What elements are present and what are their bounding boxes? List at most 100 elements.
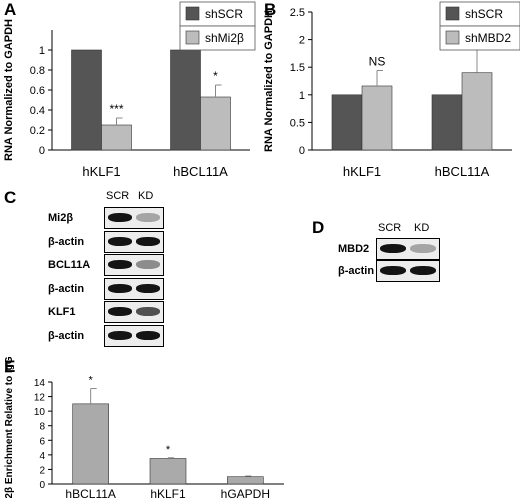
blot-row-label: β-actin [338, 265, 375, 277]
protein-band [108, 213, 132, 222]
legend-label: shSCR [465, 7, 503, 21]
blot-row: MBD2 [338, 238, 440, 260]
protein-band [136, 260, 160, 269]
y-axis-label: RNA Normalized to GAPDH [263, 10, 275, 152]
blot-row-label: BCL11A [48, 259, 91, 271]
bar [361, 85, 393, 151]
bar [72, 403, 109, 485]
significance-label: * [89, 375, 94, 387]
blot-row-label: KLF1 [48, 306, 76, 318]
protein-band [410, 244, 436, 253]
y-tick-label: 4 [39, 451, 45, 462]
legend-label: shMBD2 [465, 31, 511, 45]
panel-label-a: A [4, 0, 17, 19]
y-tick-label: 2 [39, 465, 45, 476]
protein-band [136, 213, 160, 222]
blot-strip [376, 238, 440, 260]
y-tick-label: 0.5 [290, 117, 305, 129]
lane-header: KD [138, 190, 154, 202]
blot-row: BCL11A [48, 254, 164, 276]
chart-rna-mbd2: 0 0.5 1 1.5 2 2.5 RNA Normalized to GAPDH NS hKL… [263, 1, 520, 179]
protein-band [108, 330, 132, 340]
y-tick-label: 2 [299, 35, 305, 47]
legend-swatch [445, 30, 460, 45]
y-axis-label: RNA Normalized to GAPDH [3, 19, 15, 161]
significance-label: NS [369, 55, 386, 69]
bar [461, 72, 493, 151]
blot-row-label: Mi2β [48, 212, 74, 224]
legend-label: shSCR [205, 7, 243, 21]
chart-chip-enrichment: 0 2 4 6 8 10 12 14 Mi2β Enrichment Relative to I… [4, 356, 284, 498]
legend-swatch [185, 30, 200, 45]
panel-label-e: E [4, 357, 16, 376]
y-tick-label: 2.5 [290, 7, 305, 19]
significance-label: * [213, 69, 218, 83]
y-tick-label: 0 [299, 145, 305, 157]
blot-row-label: MBD2 [338, 243, 370, 255]
blot-row: KLF1 [48, 301, 164, 323]
protein-band [380, 244, 406, 253]
y-tick-label: 1 [39, 45, 45, 57]
protein-band [108, 236, 132, 246]
protein-band [380, 266, 406, 275]
lane-header: SCR [106, 190, 130, 202]
blot-strip [104, 254, 164, 276]
protein-band [136, 283, 160, 293]
blot-row-label: β-actin [48, 329, 85, 342]
bar [149, 458, 187, 485]
bar [71, 49, 102, 151]
x-category-label: hBCL11A [65, 487, 115, 498]
y-tick-label: 12 [34, 393, 46, 404]
blot-row: β-actin [48, 324, 164, 347]
panel-label-c: C [4, 188, 17, 207]
y-tick-label: 0.8 [30, 65, 45, 77]
y-tick-label: 0.4 [30, 105, 45, 117]
x-category-label: hKLF1 [150, 487, 186, 498]
y-tick-label: 6 [39, 436, 45, 447]
x-category-label: hBCL11A [173, 164, 228, 179]
blot-row-label: β-actin [48, 235, 85, 248]
lane-header: KD [414, 222, 430, 234]
protein-band [136, 236, 160, 246]
panel-label-d: D [312, 218, 325, 237]
blot-strip [104, 277, 164, 300]
blot-row: Mi2β [48, 207, 164, 229]
x-category-label: hGAPDH [221, 487, 270, 498]
panel-label-b: B [264, 0, 277, 19]
protein-band [108, 283, 132, 293]
legend-swatch [185, 6, 200, 21]
blot-strip [104, 207, 164, 229]
protein-band [410, 266, 436, 275]
y-tick-label: 1 [299, 90, 305, 102]
y-tick-label: 10 [34, 407, 46, 418]
y-tick-label: 0.6 [30, 85, 45, 97]
blot-row: β-actin [48, 277, 164, 300]
bar [170, 49, 201, 151]
y-tick-label: 0.2 [30, 125, 45, 137]
bar [101, 124, 132, 151]
y-tick-label: 1.5 [290, 62, 305, 74]
x-category-label: hKLF1 [343, 164, 381, 179]
y-tick-label: 0 [39, 480, 45, 491]
protein-band [108, 307, 132, 316]
x-category-label: hBCL11A [435, 164, 490, 179]
legend-entry-box [439, 25, 520, 51]
blot-row: β-actin [48, 230, 164, 253]
protein-band [136, 307, 160, 316]
legend-label: shMi2β [205, 31, 244, 45]
bar [331, 94, 363, 151]
protein-band [136, 330, 160, 340]
blot-row: β-actin [338, 260, 440, 282]
y-tick-label: 8 [39, 422, 45, 433]
bar [227, 476, 264, 485]
y-tick-label: 14 [34, 378, 46, 389]
lane-header: SCR [378, 222, 402, 234]
significance-label: * [166, 444, 171, 456]
bar [200, 96, 231, 151]
protein-band [108, 260, 132, 269]
blot-strip [104, 230, 164, 253]
significance-label: *** [109, 102, 123, 116]
x-category-label: hKLF1 [82, 164, 120, 179]
legend-swatch [445, 6, 460, 21]
